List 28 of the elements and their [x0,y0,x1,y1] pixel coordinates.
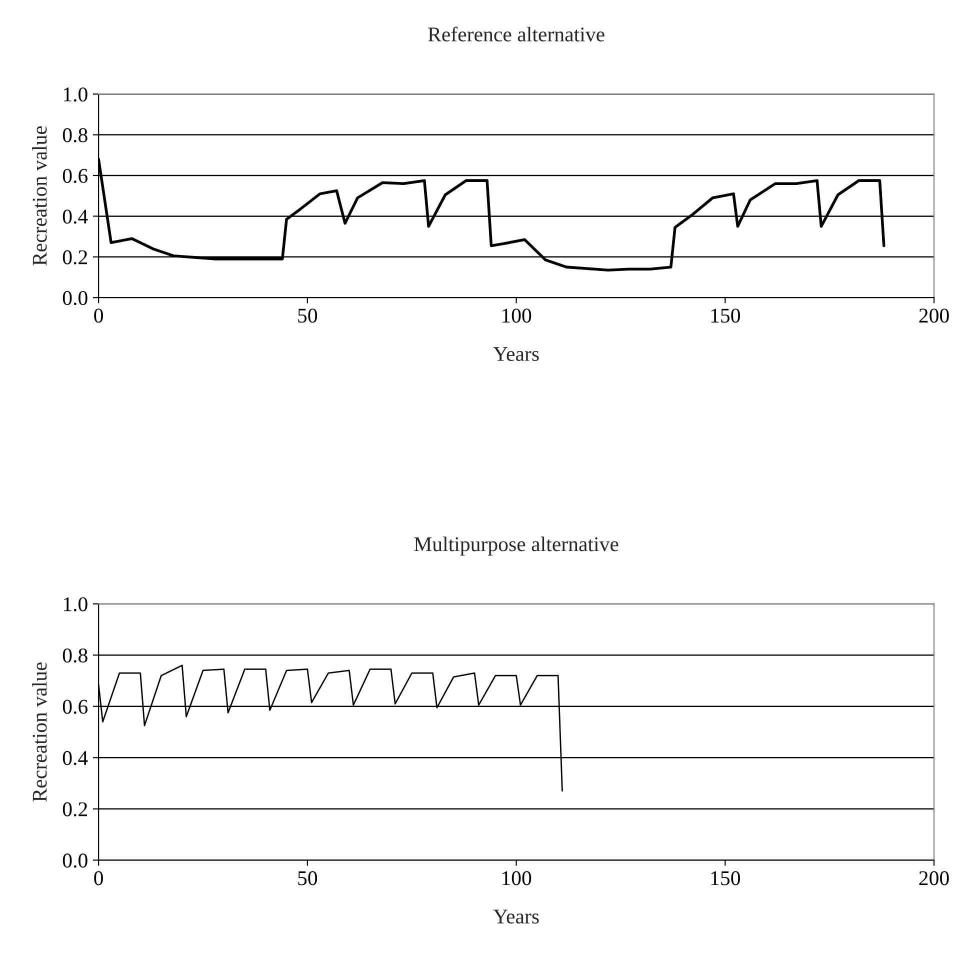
x-tick-label: 200 [919,308,949,323]
y-tick-label: 0.0 [62,290,88,306]
y-tick-label: 0.2 [62,802,88,816]
y-tick-label: 0.4 [62,751,88,766]
x-tick-label: 50 [298,871,318,886]
y-tick-label: 0.6 [62,168,88,184]
y-axis-title: Recreation value [32,662,47,802]
y-tick-label: 0.8 [62,648,88,663]
x-tick-label: 100 [502,308,532,323]
y-tick-label: 0.2 [62,250,88,264]
y-tick-label: 0.6 [62,700,88,714]
y-tick-label: 1.0 [64,597,88,612]
x-tick-label: 0 [94,308,103,323]
y-tick-label: 0.8 [62,128,88,142]
chart-title: Reference alternative [428,26,604,42]
y-tick-label: 1.0 [64,87,88,102]
x-axis-title: Years [493,910,539,924]
x-tick-label: 100 [502,871,532,886]
x-axis-title: Years [493,347,539,362]
y-tick-label: 0.0 [62,854,88,868]
y-axis-title: Recreation value [32,126,47,266]
x-tick-label: 50 [298,308,318,323]
y-tick-label: 0.4 [62,210,88,224]
x-tick-label: 200 [919,871,949,886]
x-tick-label: 0 [94,871,103,886]
x-tick-label: 150 [711,871,740,886]
chart-title: Multipurpose alternative [414,536,618,556]
x-tick-label: 150 [711,308,740,323]
